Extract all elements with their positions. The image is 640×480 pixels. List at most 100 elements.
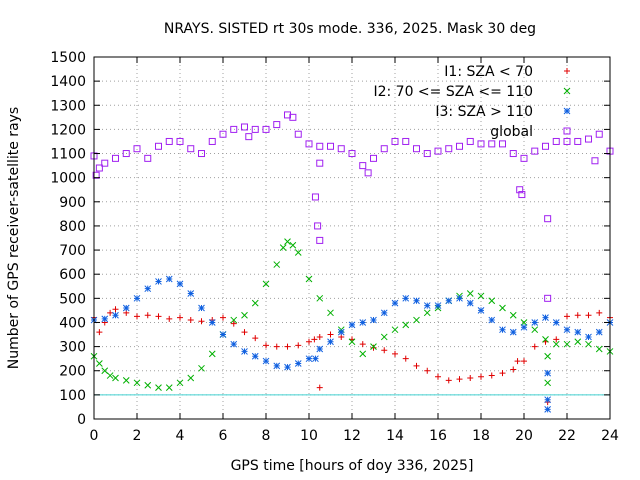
data-point: [392, 350, 398, 357]
data-point: [423, 150, 431, 158]
data-point: [478, 373, 484, 380]
legend-marker: [563, 87, 571, 95]
data-point: [380, 333, 388, 341]
data-point: [477, 292, 485, 300]
legend-label: I2: 70 <= SZA <= 110: [373, 84, 533, 100]
data-point: [434, 147, 442, 155]
data-point: [509, 328, 517, 336]
chart-title: NRAYS. SISTED rt 30s mode. 336, 2025. Ma…: [164, 21, 536, 37]
data-point: [155, 313, 162, 320]
data-point: [176, 379, 184, 387]
data-point: [219, 130, 227, 138]
data-point: [112, 311, 119, 319]
data-point: [92, 171, 100, 179]
data-point: [306, 338, 312, 345]
data-point: [391, 137, 399, 145]
data-point: [289, 113, 297, 121]
y-tick-label: 300: [59, 340, 86, 356]
data-point: [544, 369, 552, 377]
data-point: [552, 137, 560, 145]
data-point: [241, 348, 248, 355]
data-point: [370, 344, 377, 351]
data-point: [499, 326, 506, 334]
data-point: [574, 328, 582, 336]
data-point: [219, 331, 227, 338]
data-point: [187, 290, 195, 297]
legend-label: I3: SZA > 110: [435, 104, 533, 120]
data-point: [516, 186, 524, 194]
data-point: [316, 333, 323, 340]
data-point: [595, 130, 603, 138]
data-point: [348, 338, 356, 346]
data-point: [359, 162, 367, 170]
data-point: [251, 125, 259, 133]
data-point: [241, 329, 248, 336]
data-point: [314, 222, 322, 230]
data-point: [316, 236, 324, 244]
data-point: [542, 314, 549, 321]
data-point: [316, 345, 324, 353]
data-point: [380, 145, 388, 153]
y-tick-label: 900: [59, 195, 86, 211]
data-point: [316, 142, 324, 150]
data-point: [273, 343, 280, 350]
data-point: [445, 297, 453, 305]
data-point: [241, 311, 248, 319]
data-point: [359, 319, 367, 326]
data-point: [499, 304, 506, 312]
data-point: [177, 314, 183, 321]
data-point: [413, 297, 420, 305]
data-point: [435, 373, 441, 380]
data-point: [327, 331, 334, 338]
data-point: [312, 355, 319, 363]
data-point: [509, 150, 517, 158]
data-point: [263, 342, 269, 349]
data-point: [144, 154, 152, 162]
data-point: [370, 343, 377, 350]
data-point: [187, 374, 195, 382]
data-point: [518, 191, 526, 199]
x-tick-label: 4: [176, 428, 185, 444]
data-point: [107, 309, 114, 316]
data-point: [165, 137, 173, 145]
data-point: [423, 302, 431, 309]
data-point: [187, 317, 194, 324]
legend-item: I2: 70 <= SZA <= 110: [373, 84, 571, 100]
data-point: [230, 316, 238, 324]
data-point: [466, 299, 474, 307]
data-point: [311, 336, 318, 343]
data-point: [520, 319, 528, 326]
data-point: [112, 374, 119, 382]
data-point: [574, 338, 582, 346]
legend-item: global: [490, 124, 571, 140]
data-point: [381, 347, 388, 354]
data-point: [477, 307, 485, 314]
data-point: [133, 294, 141, 302]
data-point: [359, 350, 367, 358]
data-point: [348, 150, 356, 158]
data-point: [305, 355, 313, 363]
data-point: [585, 333, 592, 341]
data-point: [122, 150, 130, 158]
data-point: [402, 355, 409, 362]
x-tick-label: 0: [90, 428, 99, 444]
data-point: [133, 145, 141, 153]
y-tick-label: 800: [59, 219, 86, 235]
data-series: [90, 111, 614, 413]
data-point: [176, 137, 184, 145]
series-i3-sza-110: [90, 275, 614, 413]
data-point: [112, 306, 119, 313]
data-point: [305, 140, 313, 148]
data-point: [316, 159, 324, 167]
data-point: [106, 372, 114, 379]
data-point: [95, 164, 103, 172]
data-point: [101, 367, 109, 375]
data-point: [456, 294, 463, 302]
data-point: [208, 319, 216, 326]
y-tick-label: 1300: [50, 98, 86, 114]
data-point: [434, 302, 442, 309]
data-point: [591, 157, 599, 165]
legend-marker: [563, 127, 571, 135]
data-point: [467, 374, 474, 381]
